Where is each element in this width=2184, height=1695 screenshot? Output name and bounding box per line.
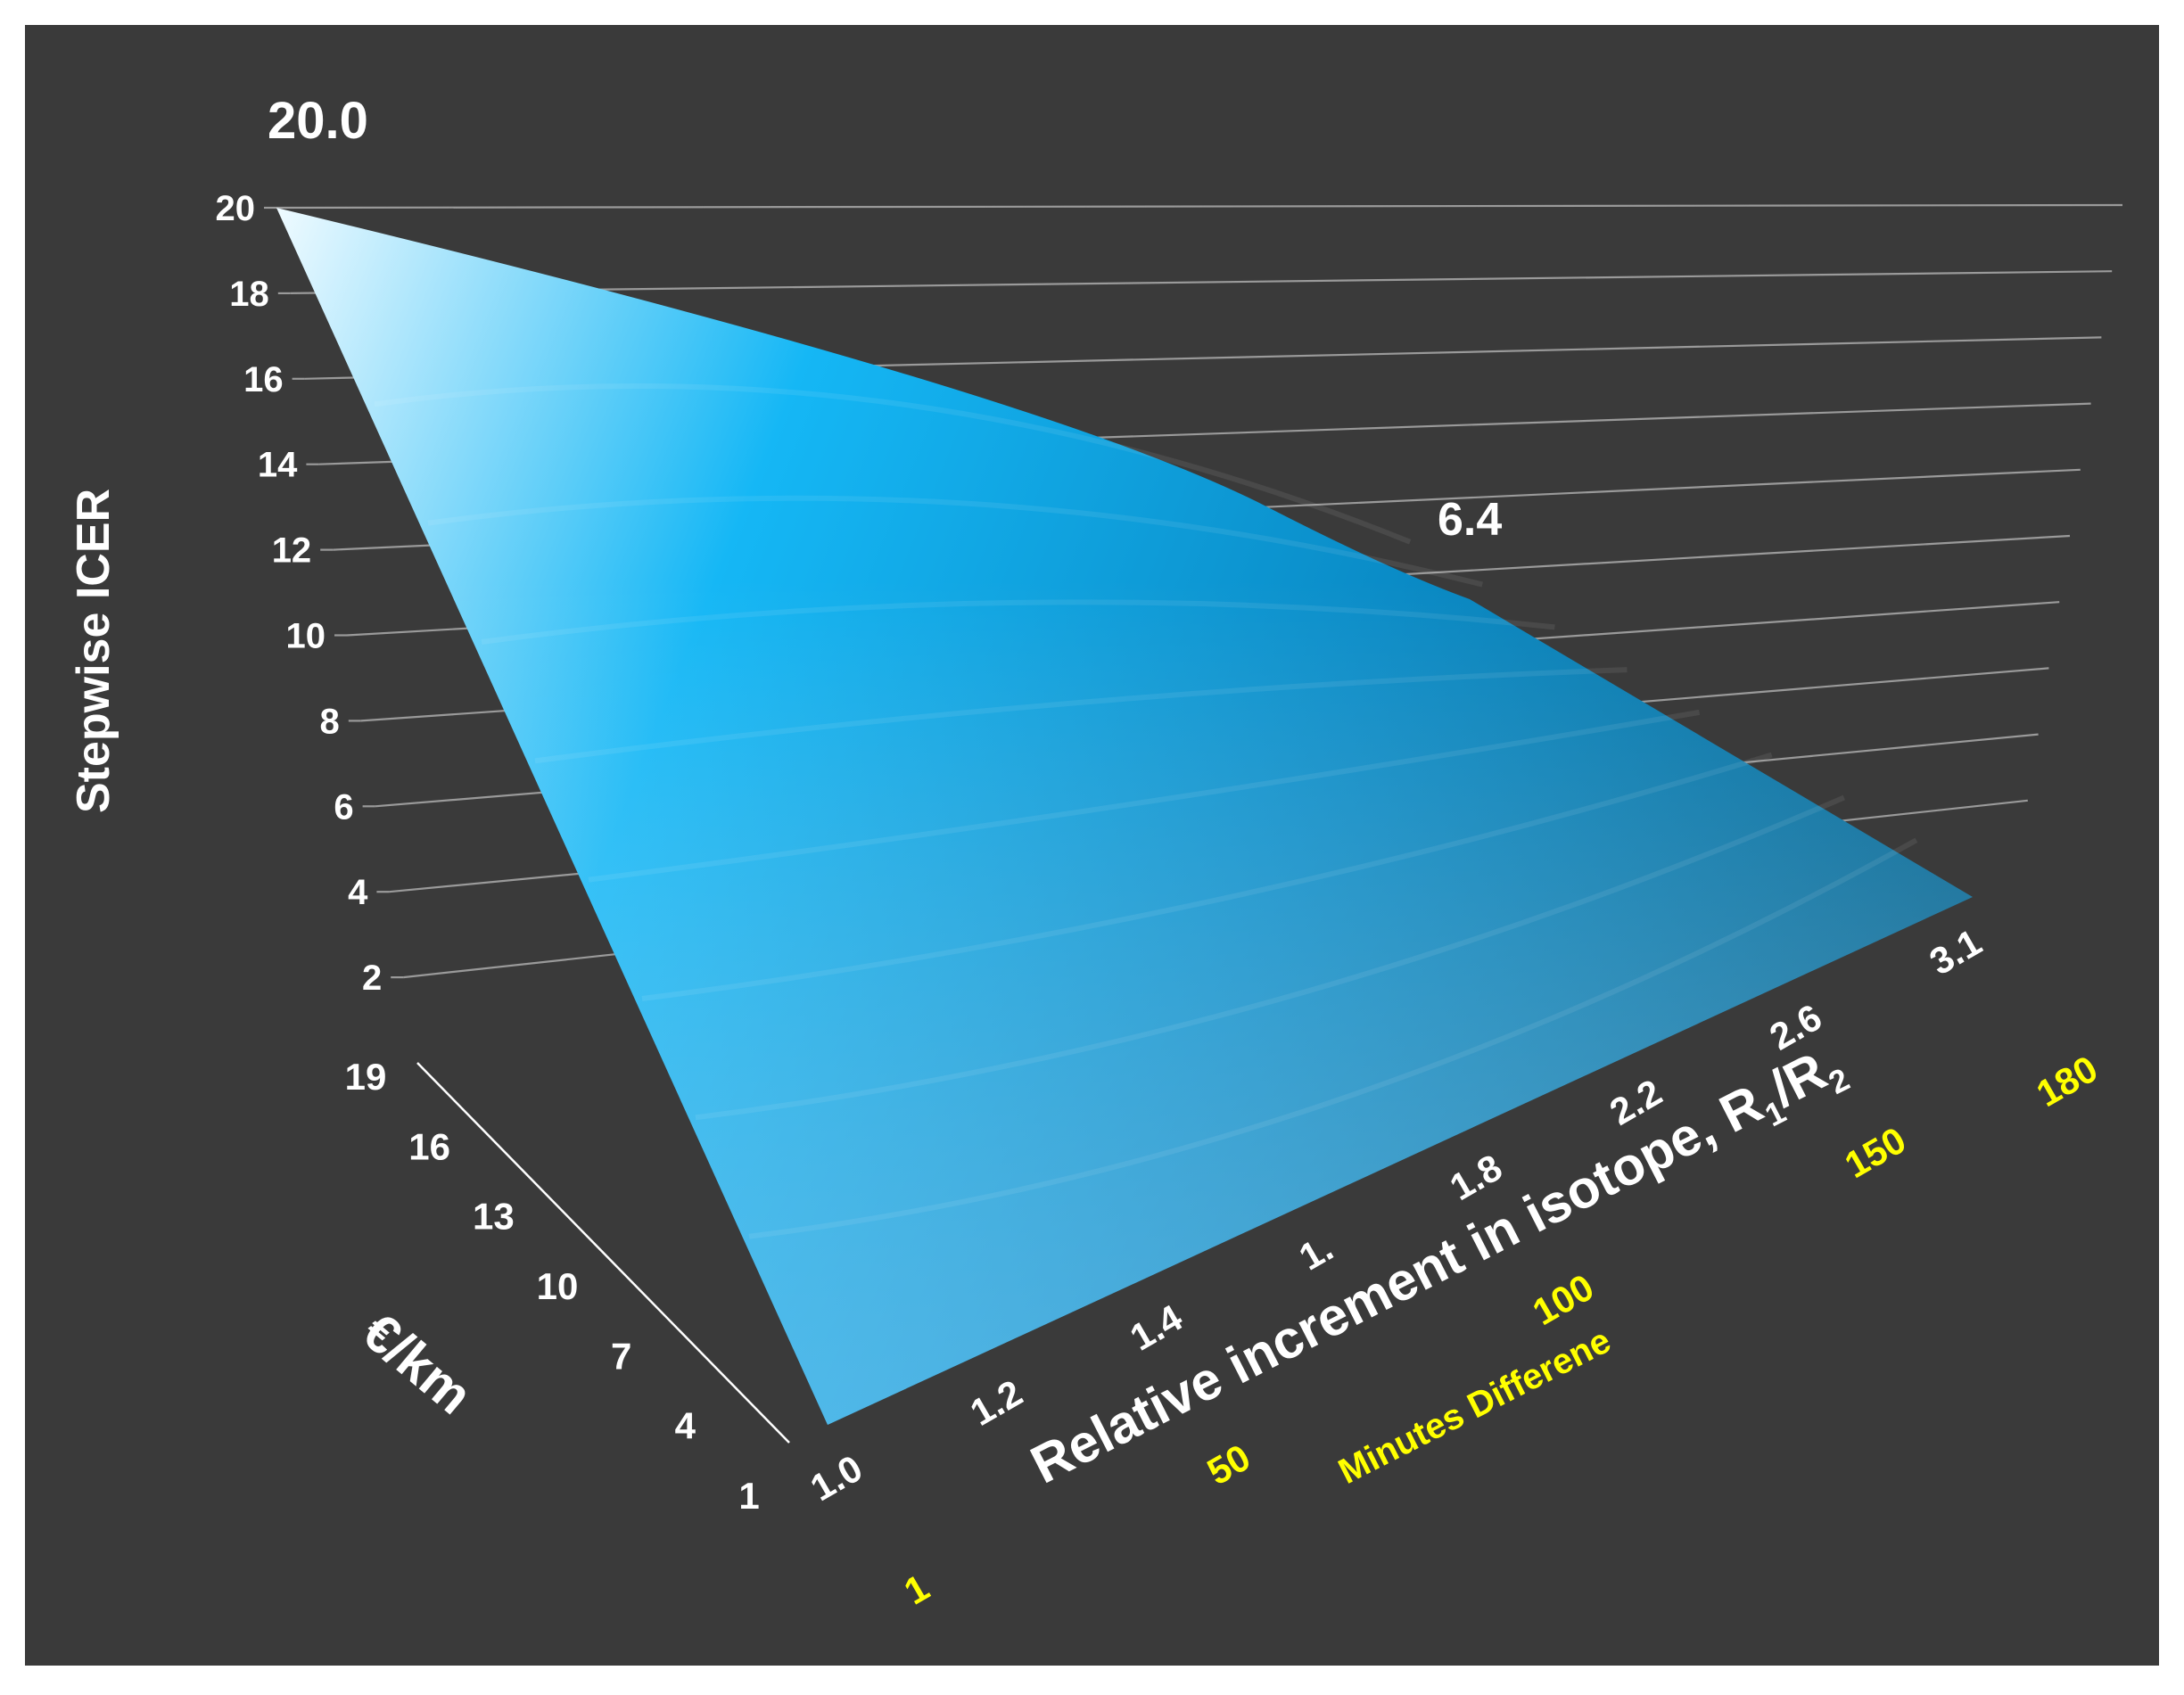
y-tick-label: 1: [738, 1475, 759, 1517]
z-tick-labels: 20 18 16 14 12 10 8 6 4 2: [216, 189, 383, 998]
annotation-end: 6.4: [1438, 494, 1502, 546]
z-tick-label: 16: [243, 360, 284, 399]
y-tick-label: 13: [473, 1196, 515, 1238]
y-tick-label: 7: [611, 1335, 631, 1377]
annotation-max: 20.0: [268, 92, 368, 150]
z-tick-label: 20: [216, 189, 256, 228]
z-tick-label: 18: [229, 275, 269, 314]
z-gridline: [276, 203, 2123, 210]
surface-band: [481, 599, 1555, 645]
z-tick-label: 6: [334, 787, 353, 827]
surface-band: [374, 383, 1412, 545]
surface-band: [748, 837, 1918, 1239]
surface-band: [427, 495, 1483, 588]
y-tick-labels: 19 16 13 10 7 41: [345, 1056, 760, 1517]
z-tick-label: 14: [258, 446, 298, 485]
z-tick-label: 4: [348, 873, 368, 912]
surface-band: [641, 752, 1773, 1001]
z-tick-label: 12: [272, 531, 312, 571]
z-axis-title: Stepwise ICER: [68, 489, 120, 813]
axis-frame: [416, 1062, 790, 1444]
y-tick-label: 16: [408, 1125, 450, 1167]
surface-shade: [276, 208, 1973, 1425]
surface-band: [588, 709, 1701, 883]
z-tick-label: 8: [320, 702, 340, 741]
surface-band: [695, 794, 1845, 1121]
y-tick-label: 4: [675, 1405, 696, 1447]
y-tick-label: 10: [537, 1265, 579, 1307]
y-tick-label: 19: [345, 1056, 387, 1098]
z-tick-label: 10: [286, 617, 326, 656]
icer-surface: [276, 208, 1973, 1425]
z-tick-label: 2: [362, 959, 382, 998]
surface-band: [534, 667, 1628, 764]
floor-depth-edge: [416, 1062, 790, 1444]
